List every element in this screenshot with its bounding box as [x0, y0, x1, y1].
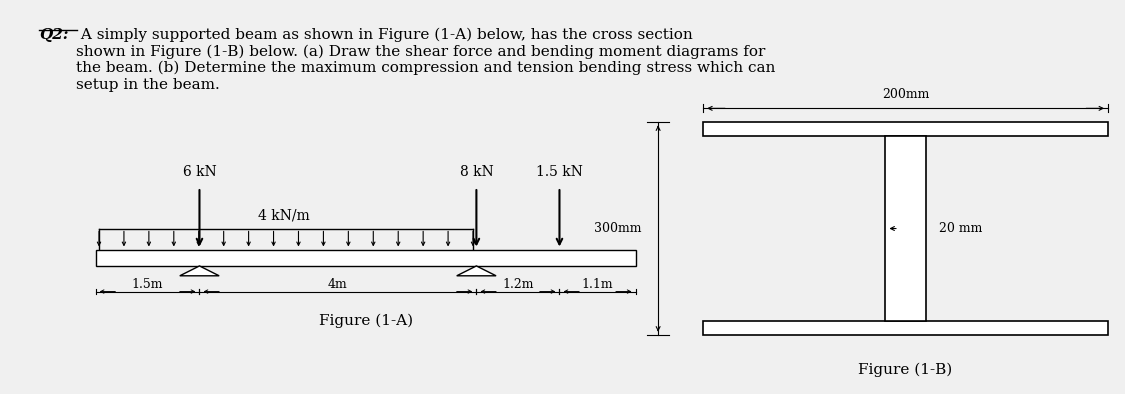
Text: 8 kN: 8 kN	[459, 165, 493, 179]
Text: Figure (1-B): Figure (1-B)	[858, 362, 953, 377]
Text: 4m: 4m	[328, 278, 348, 291]
Bar	[885, 136, 926, 321]
Bar	[96, 250, 636, 266]
Text: 6 kN: 6 kN	[182, 165, 216, 179]
Bar	[703, 122, 1108, 136]
Text: 1.2m: 1.2m	[502, 278, 533, 291]
Text: Figure (1-A): Figure (1-A)	[318, 313, 413, 328]
Text: 20 mm: 20 mm	[939, 222, 983, 235]
Bar	[703, 321, 1108, 335]
Text: 200mm: 200mm	[882, 88, 929, 101]
Text: 1.5m: 1.5m	[132, 278, 163, 291]
Text: 4 kN/m: 4 kN/m	[258, 208, 309, 223]
Polygon shape	[457, 266, 496, 276]
Text: Q2:: Q2:	[39, 28, 69, 42]
Text: 300mm: 300mm	[594, 222, 641, 235]
Text: 1.5 kN: 1.5 kN	[536, 165, 583, 179]
Text: 1.1m: 1.1m	[582, 278, 613, 291]
Text: A simply supported beam as shown in Figure (1-A) below, has the cross section
sh: A simply supported beam as shown in Figu…	[76, 28, 776, 91]
Polygon shape	[180, 266, 219, 276]
